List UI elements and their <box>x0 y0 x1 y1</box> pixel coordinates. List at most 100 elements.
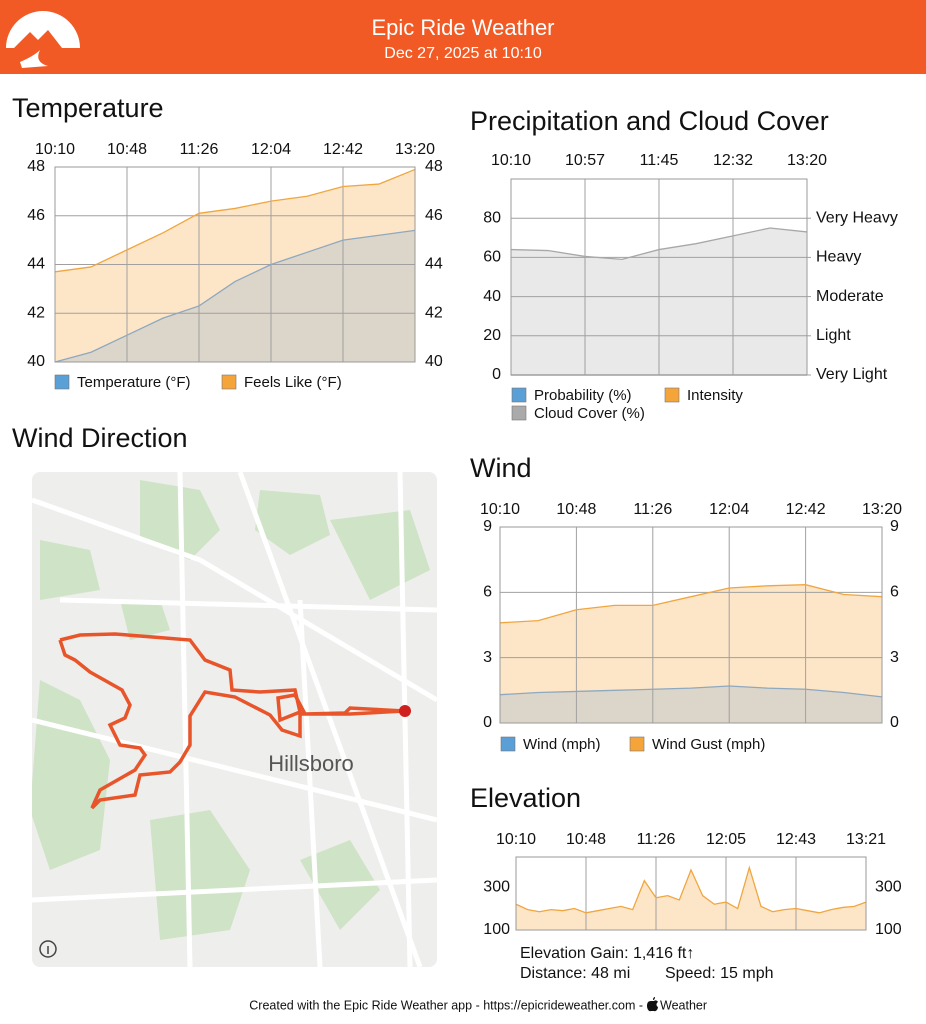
legend-label: Wind Gust (mph) <box>652 736 765 753</box>
series-line <box>510 227 808 261</box>
plot-border <box>54 166 416 363</box>
y2-tick-label: Very Heavy <box>816 209 898 226</box>
header-title: Epic Ride Weather <box>371 15 554 40</box>
y-tick-label: 42 <box>27 304 45 321</box>
y2-tick-label: Very Light <box>816 366 888 383</box>
y-tick-label-right: 100 <box>875 921 902 938</box>
chart-title: Elevation <box>470 783 581 813</box>
y-tick-label-right: 3 <box>890 649 899 666</box>
logo <box>6 11 80 68</box>
x-tick-label: 11:26 <box>633 501 672 518</box>
footer-text: Created with the Epic Ride Weather app -… <box>249 998 643 1012</box>
y-tick-label: 0 <box>483 714 492 731</box>
x-tick-label: 13:21 <box>846 831 886 848</box>
legend-swatch <box>500 736 516 752</box>
y2-tick-label: Moderate <box>816 288 884 305</box>
x-tick-label: 13:20 <box>787 152 827 169</box>
area-fill <box>516 867 866 930</box>
map-label: Hillsboro <box>268 751 354 776</box>
y-tick-label: 100 <box>483 921 510 938</box>
x-tick-label: 10:10 <box>35 141 75 158</box>
legend-swatch <box>664 387 680 403</box>
y-tick-label: 0 <box>492 366 501 383</box>
annotation: Distance: 48 mi <box>520 965 630 982</box>
area-fill <box>500 685 882 723</box>
series-line <box>54 168 416 273</box>
y-tick-label-right: 46 <box>425 207 443 224</box>
y-tick-label: 9 <box>483 518 492 535</box>
footer-brand: Weather <box>660 998 707 1012</box>
legend-label: Intensity <box>687 387 743 404</box>
legend-swatch <box>511 405 527 421</box>
series-line <box>499 685 883 698</box>
x-tick-label: 13:20 <box>395 141 435 158</box>
y2-tick-label: Heavy <box>816 249 861 266</box>
x-tick-label: 10:48 <box>566 831 606 848</box>
legend-swatch <box>511 387 527 403</box>
legend-label: Cloud Cover (%) <box>534 405 645 422</box>
x-tick-label: 11:45 <box>640 152 679 169</box>
y-tick-label: 6 <box>483 584 492 601</box>
y-tick-label-right: 6 <box>890 584 899 601</box>
x-tick-label: 10:10 <box>491 152 531 169</box>
y-tick-label-right: 300 <box>875 878 902 895</box>
y-tick-label-right: 9 <box>890 518 899 535</box>
x-tick-label: 12:42 <box>786 501 826 518</box>
series-line <box>499 584 883 624</box>
legend-label: Temperature (°F) <box>77 374 191 391</box>
x-tick-label: 10:48 <box>107 141 147 158</box>
legend-label: Feels Like (°F) <box>244 374 342 391</box>
annotation: Elevation Gain: 1,416 ft↑ <box>520 945 694 962</box>
x-tick-label: 11:26 <box>180 141 219 158</box>
series-line <box>515 865 867 914</box>
plot-border <box>499 526 883 724</box>
plot-border <box>510 178 808 376</box>
y2-tick-label: Light <box>816 327 851 344</box>
y-tick-label-right: 42 <box>425 304 443 321</box>
x-tick-label: 10:10 <box>496 831 536 848</box>
x-tick-label: 12:05 <box>706 831 746 848</box>
legend-swatch <box>629 736 645 752</box>
annotation: Speed: 15 mph <box>665 965 774 982</box>
x-tick-label: 12:32 <box>713 152 753 169</box>
legend-swatch <box>221 374 237 390</box>
y-tick-label-right: 44 <box>425 256 443 273</box>
apple-icon <box>647 997 658 1012</box>
legend-label: Wind (mph) <box>523 736 601 753</box>
x-tick-label: 10:48 <box>556 501 596 518</box>
map <box>32 472 437 967</box>
header-subtitle: Dec 27, 2025 at 10:10 <box>384 45 542 62</box>
chart-title: Precipitation and Cloud Cover <box>470 106 829 136</box>
map-title: Wind Direction <box>12 423 188 453</box>
area-fill <box>55 230 415 362</box>
x-tick-label: 12:42 <box>323 141 363 158</box>
x-tick-label: 12:04 <box>251 141 291 158</box>
x-tick-label: 12:43 <box>776 831 816 848</box>
plot-border <box>515 856 867 931</box>
x-tick-label: 11:26 <box>637 831 676 848</box>
y-tick-label: 46 <box>27 207 45 224</box>
y-tick-label: 3 <box>483 649 492 666</box>
series-line <box>54 229 416 363</box>
y-tick-label: 48 <box>27 158 45 175</box>
chart-title: Temperature <box>12 93 164 123</box>
y-tick-label: 80 <box>483 209 501 226</box>
y-tick-label: 44 <box>27 256 45 273</box>
header-bar <box>0 0 926 74</box>
y-tick-label: 300 <box>483 878 510 895</box>
x-tick-label: 13:20 <box>862 501 902 518</box>
y-tick-label: 40 <box>483 288 501 305</box>
y-tick-label: 20 <box>483 327 501 344</box>
legend-swatch <box>54 374 70 390</box>
y-tick-label-right: 0 <box>890 714 899 731</box>
y-tick-label-right: 48 <box>425 158 443 175</box>
x-tick-label: 10:57 <box>565 152 605 169</box>
y-tick-label: 40 <box>27 353 45 370</box>
y-tick-label-right: 40 <box>425 353 443 370</box>
x-tick-label: 12:04 <box>709 501 749 518</box>
chart-title: Wind <box>470 453 532 483</box>
legend-label: Probability (%) <box>534 387 632 404</box>
x-tick-label: 10:10 <box>480 501 520 518</box>
y-tick-label: 60 <box>483 249 501 266</box>
